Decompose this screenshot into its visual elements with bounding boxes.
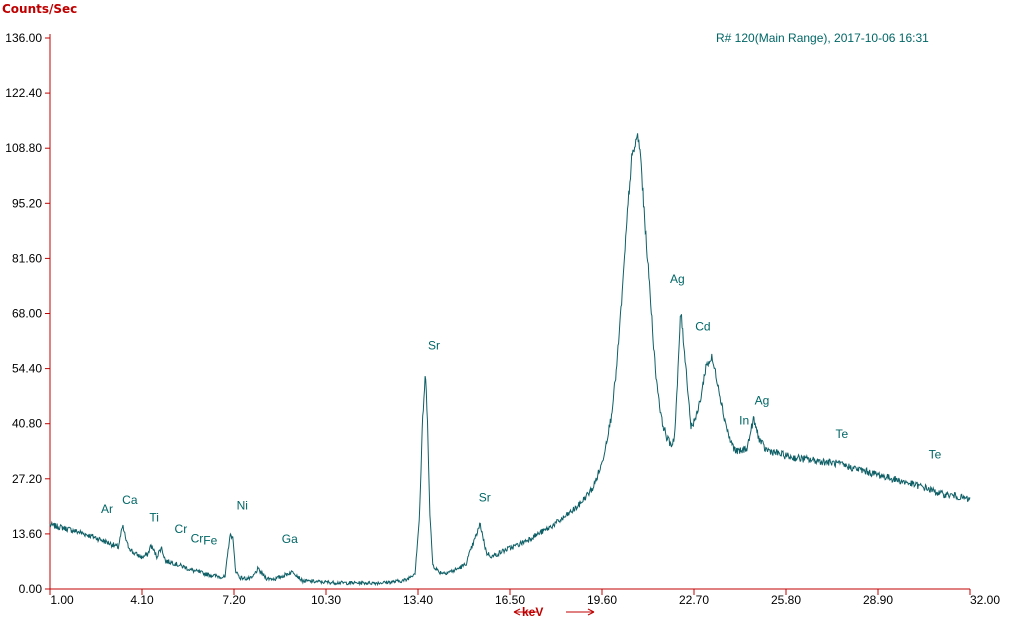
peak-label: Cd: [695, 319, 710, 333]
x-tick-label: 25.80: [771, 593, 801, 607]
peak-label: Ag: [670, 272, 685, 286]
run-label: R# 120(Main Range), 2017-10-06 16:31: [716, 31, 929, 45]
peak-label: Ag: [755, 394, 770, 408]
x-tick-label: 4.10: [130, 593, 154, 607]
y-axis-title: Counts/Sec: [2, 2, 77, 16]
peak-label: Ca: [122, 493, 138, 507]
x-tick-label: 19.60: [587, 593, 617, 607]
peak-label: Fe: [203, 533, 217, 547]
axes: 0.00 13.60 27.20 40.80 54.40 68.00 81.60 95.20 1…: [5, 31, 1000, 607]
x-tick-label: 13.40: [403, 593, 433, 607]
x-tick-label: 28.90: [863, 593, 893, 607]
x-tick-label: 10.30: [311, 593, 341, 607]
y-tick-label: 54.40: [12, 362, 42, 376]
peak-label: Cr: [191, 531, 204, 545]
peak-label: Te: [835, 427, 848, 441]
y-tick-label: 68.00: [12, 307, 42, 321]
x-tick-label: 1.00: [50, 593, 74, 607]
peak-label: Sr: [479, 490, 491, 504]
peak-label: Ni: [237, 499, 248, 513]
y-tick-label: 108.80: [5, 141, 42, 155]
y-tick-label: 0.00: [19, 582, 43, 596]
peak-label: Ar: [101, 502, 113, 516]
peak-label: Cr: [175, 522, 188, 536]
x-tick-label: 32.00: [970, 593, 1000, 607]
peak-label: Ga: [282, 532, 298, 546]
peak-label: In: [739, 413, 749, 427]
peak-label: Te: [929, 447, 942, 461]
x-tick-label: 22.70: [679, 593, 709, 607]
x-axis-unit: keV: [513, 605, 595, 619]
unit-arrow-right-icon: [587, 608, 595, 616]
y-tick-label: 122.40: [5, 86, 42, 100]
y-tick-label: 136.00: [5, 31, 42, 45]
y-tick-label: 95.20: [12, 196, 42, 210]
x-tick-label: 16.50: [495, 593, 525, 607]
y-tick-label: 81.60: [12, 251, 42, 265]
series-layer: [49, 133, 971, 587]
spectrum-line: [49, 133, 971, 587]
peak-label: Sr: [428, 339, 440, 353]
x-tick-label: 7.20: [222, 593, 246, 607]
y-tick-label: 13.60: [12, 527, 42, 541]
y-tick-label: 40.80: [12, 417, 42, 431]
y-tick-label: 27.20: [12, 472, 42, 486]
peak-label: Ti: [149, 511, 159, 525]
unit-arrow-left-icon: [513, 608, 521, 616]
